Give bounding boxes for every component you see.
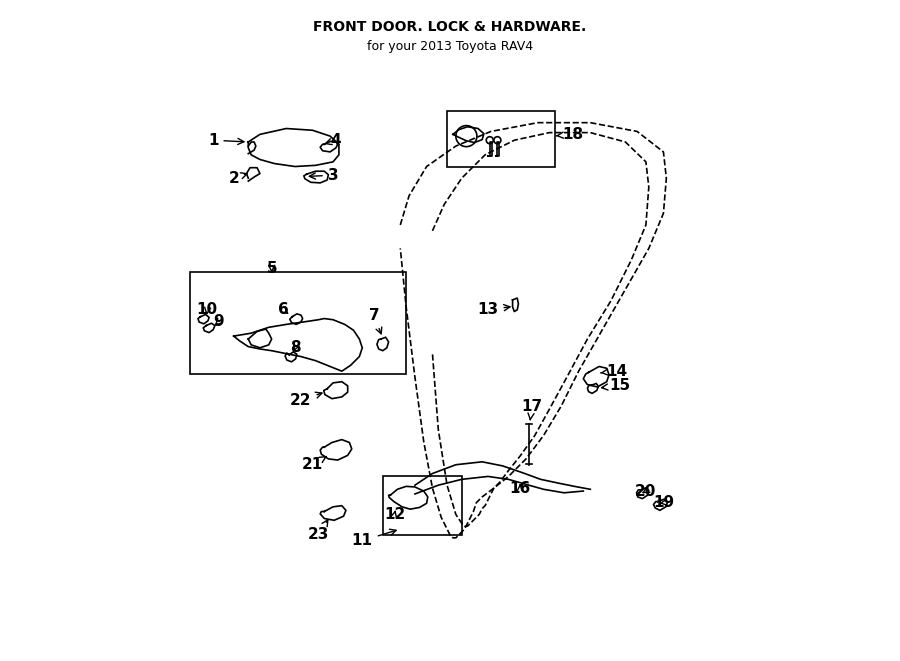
Bar	[190, 272, 406, 374]
Text: 22: 22	[290, 392, 322, 408]
Text: 10: 10	[197, 302, 218, 317]
Text: 17: 17	[521, 399, 543, 420]
Text: 8: 8	[290, 340, 301, 356]
Text: 3: 3	[310, 168, 338, 183]
Text: 19: 19	[652, 495, 674, 510]
Text: 7: 7	[369, 308, 382, 334]
Bar	[382, 477, 462, 535]
Text: FRONT DOOR. LOCK & HARDWARE.: FRONT DOOR. LOCK & HARDWARE.	[313, 20, 587, 34]
Text: 14: 14	[600, 364, 627, 379]
Text: 20: 20	[635, 484, 657, 498]
Text: 13: 13	[477, 302, 510, 317]
Text: 15: 15	[602, 378, 630, 393]
Text: 21: 21	[302, 457, 327, 472]
Text: 6: 6	[278, 302, 289, 317]
Text: 23: 23	[308, 520, 329, 543]
Text: 12: 12	[383, 507, 405, 522]
Text: 4: 4	[325, 133, 341, 147]
Text: 18: 18	[556, 127, 583, 142]
Text: for your 2013 Toyota RAV4: for your 2013 Toyota RAV4	[367, 40, 533, 53]
Bar	[447, 111, 555, 167]
Text: 9: 9	[213, 314, 224, 329]
Text: 2: 2	[229, 171, 248, 186]
Text: 1: 1	[208, 133, 244, 147]
Text: 16: 16	[509, 481, 531, 496]
Text: 5: 5	[266, 261, 277, 276]
Text: 11: 11	[352, 529, 396, 548]
